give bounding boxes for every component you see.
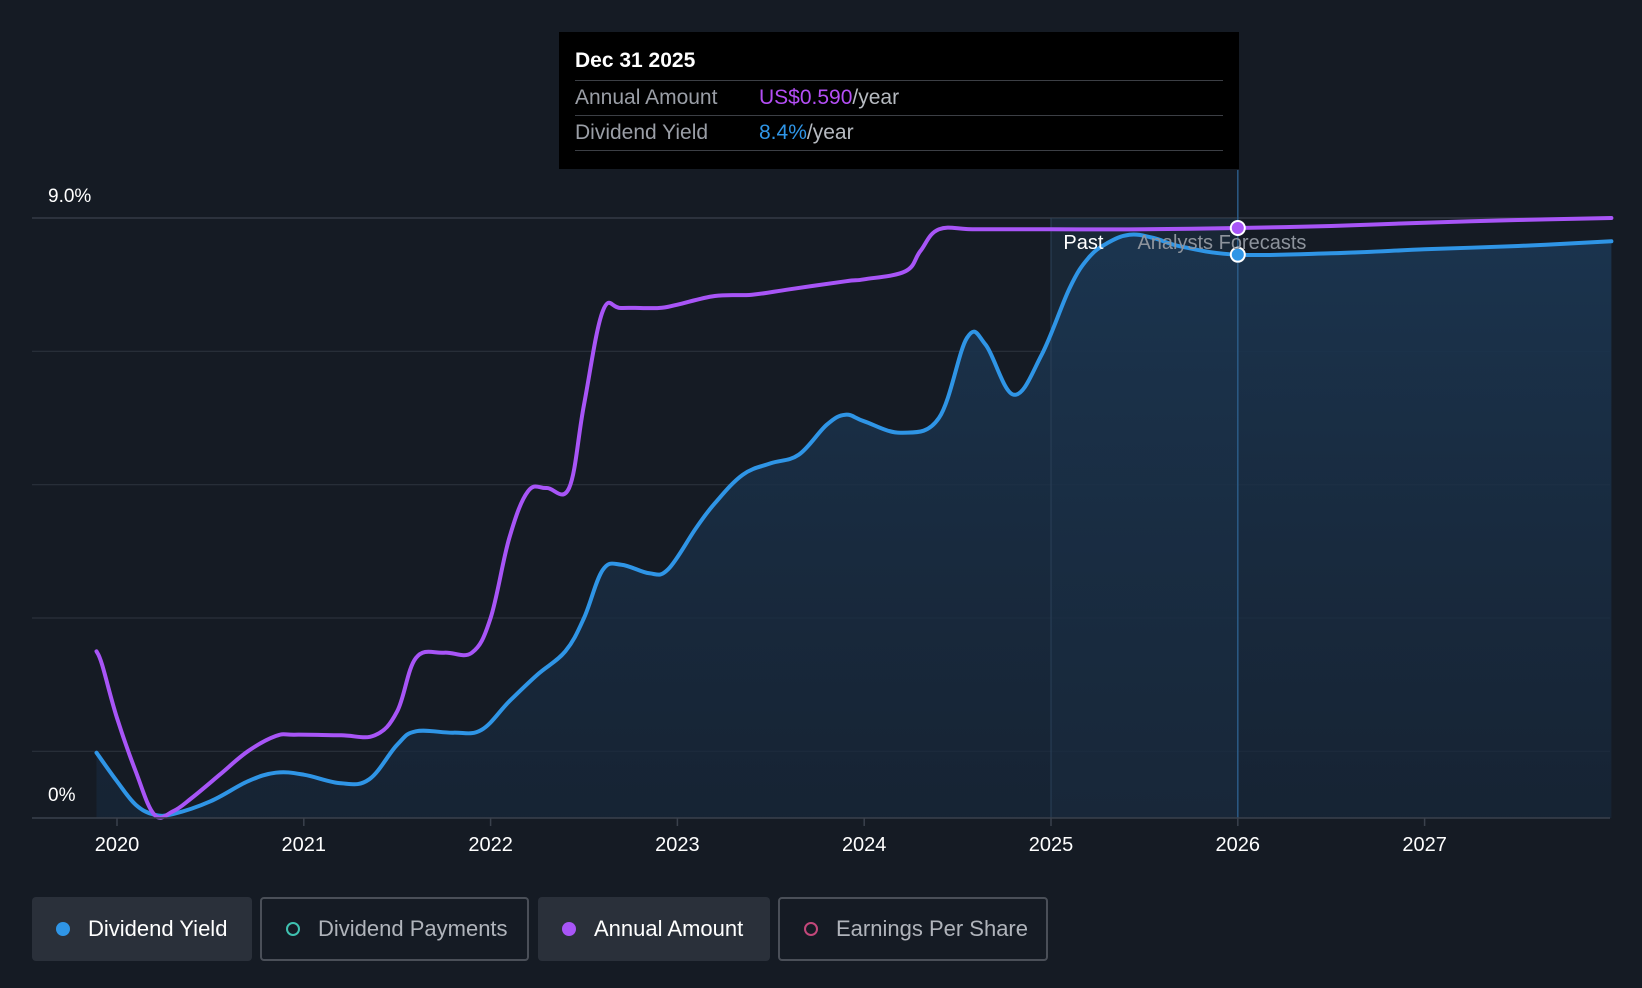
y-axis-top-label: 9.0% [48,186,91,207]
dividend-yield-marker [1229,246,1246,263]
x-axis-ticks: 2020 2021 2022 2023 2024 2025 2026 2027 [95,818,1447,856]
tooltip-label: Dividend Yield [575,121,709,144]
tooltip-value: US$0.590 [759,86,853,109]
past-label: Past [1063,232,1103,254]
legend-label: Earnings Per Share [836,916,1028,941]
legend-label: Dividend Payments [318,916,508,941]
legend-label: Annual Amount [594,916,744,941]
tooltip-label: Annual Amount [575,86,718,109]
x-tick-label: 2022 [468,834,513,856]
x-tick-label: 2023 [655,834,700,856]
x-tick-label: 2026 [1216,834,1261,856]
legend-earnings-per-share[interactable]: Earnings Per Share [778,897,1048,961]
x-tick-label: 2027 [1402,834,1447,856]
dividend-yield-line [94,232,1614,818]
x-tick-label: 2021 [282,834,327,856]
dividend-payments-ring-icon [286,922,300,936]
x-tick-label: 2025 [1029,834,1074,856]
analysts-forecasts-label: Analysts Forecasts [1137,232,1306,254]
x-tick-label: 2024 [842,834,887,856]
tooltip-value: 8.4% [759,121,807,144]
annual-amount-dot-icon [562,922,576,936]
x-tick-label: 2020 [95,834,140,856]
y-axis-bottom-label: 0% [48,785,76,806]
legend-dividend-yield[interactable]: Dividend Yield [32,897,252,961]
dividend-yield-area [96,234,1612,818]
legend-dividend-payments[interactable]: Dividend Payments [260,897,529,961]
tooltip-unit: /year [852,86,900,109]
annual-amount-marker [1229,220,1246,236]
annual-amount-line [94,216,1614,820]
earnings-per-share-ring-icon [804,922,818,936]
tooltip-row-annual-amount: Annual Amount US$0.590 /year [575,80,1223,115]
chart-tooltip: Dec 31 2025 Annual Amount US$0.590 /year… [559,32,1239,169]
dividend-yield-dot-icon [56,922,70,936]
tooltip-date: Dec 31 2025 [575,49,696,72]
tooltip-unit: /year [806,121,854,144]
legend-label: Dividend Yield [88,916,228,941]
tooltip-row-dividend-yield: Dividend Yield 8.4% /year [575,115,1223,151]
legend-annual-amount[interactable]: Annual Amount [538,897,770,961]
